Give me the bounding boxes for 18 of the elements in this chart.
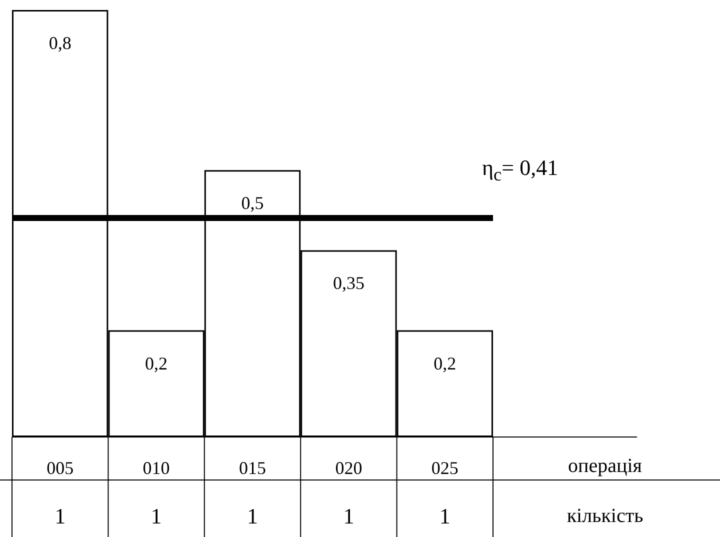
x-tick-label: 020 bbox=[335, 458, 362, 478]
data-label: 0,8 bbox=[48, 33, 72, 53]
text: 1 bbox=[247, 504, 258, 528]
x-tick-label: 005 bbox=[46, 458, 74, 478]
text: 1 bbox=[343, 504, 354, 528]
data-label: 0,5 bbox=[241, 193, 264, 214]
x-tick-label: 015 bbox=[239, 458, 266, 478]
ref-line-label: η$_{c}$= 0,41 bbox=[482, 155, 558, 187]
x-axis-title: операція bbox=[568, 455, 642, 477]
text: кількість bbox=[566, 505, 644, 527]
x-tick-label: 025 bbox=[431, 458, 458, 478]
x-tick-label: 010 bbox=[142, 458, 170, 478]
data-label: 0,2 bbox=[434, 353, 456, 374]
data-label: 0,2 bbox=[145, 353, 168, 374]
text: 1 bbox=[54, 504, 66, 528]
data-label: 0,35 bbox=[332, 273, 364, 294]
text: 1 bbox=[150, 504, 162, 528]
text: 1 bbox=[439, 504, 450, 528]
